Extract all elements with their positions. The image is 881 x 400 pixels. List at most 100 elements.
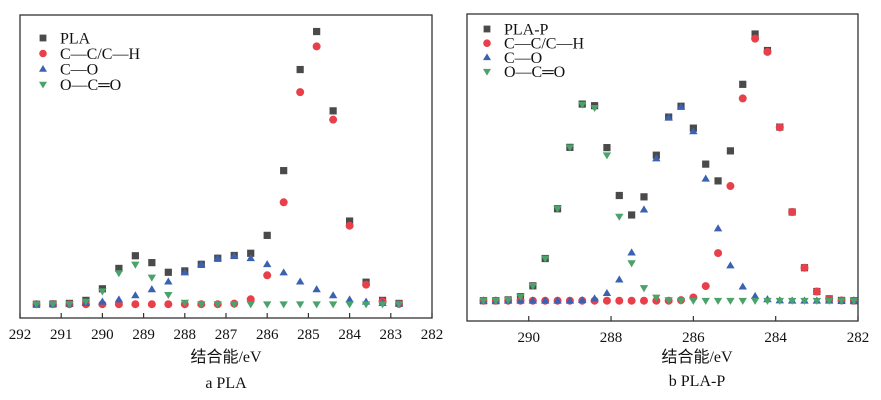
data-point <box>751 30 759 38</box>
data-point <box>553 205 562 213</box>
data-point <box>148 259 156 267</box>
x-tick-label: 285 <box>297 327 320 343</box>
x-tick-label: 286 <box>256 327 279 343</box>
data-point <box>541 296 550 304</box>
data-point <box>702 160 710 168</box>
legend-marker <box>483 39 491 47</box>
data-point <box>602 152 612 160</box>
data-point <box>714 249 723 258</box>
data-point <box>553 296 562 304</box>
data-point <box>378 301 387 309</box>
data-point <box>115 264 123 273</box>
data-point <box>247 249 255 257</box>
data-point <box>98 297 107 305</box>
data-point <box>279 198 288 207</box>
data-point <box>263 301 272 309</box>
data-point <box>812 297 822 305</box>
data-point <box>713 297 723 305</box>
data-point <box>197 260 206 268</box>
data-point <box>763 297 772 305</box>
data-point <box>295 277 305 285</box>
data-point <box>676 297 686 305</box>
panel-caption: b PLA-P <box>669 373 726 390</box>
data-point <box>565 144 575 152</box>
data-point <box>615 213 624 221</box>
data-point <box>65 301 74 309</box>
data-point <box>147 285 157 293</box>
data-point <box>279 301 288 309</box>
x-tick-label: 290 <box>91 327 114 343</box>
data-point <box>849 297 859 305</box>
x-tick-label: 282 <box>421 327 444 343</box>
data-point <box>750 291 760 299</box>
data-point <box>627 260 636 268</box>
data-point <box>164 300 173 309</box>
data-point <box>565 296 575 304</box>
data-point <box>726 297 735 305</box>
data-point <box>627 248 636 256</box>
data-point <box>788 207 797 216</box>
data-point <box>615 275 624 283</box>
series-triangle-down <box>32 261 404 309</box>
legend-marker <box>483 53 491 61</box>
data-point <box>213 301 222 309</box>
data-point <box>263 271 272 280</box>
data-point <box>714 177 722 185</box>
data-point <box>578 101 587 109</box>
legend-marker <box>483 25 491 33</box>
x-tick-label: 287 <box>215 327 238 343</box>
data-point <box>313 27 321 36</box>
data-point <box>328 301 338 309</box>
data-point <box>590 294 599 302</box>
data-point <box>639 285 649 293</box>
data-point <box>763 47 772 56</box>
data-point <box>775 123 784 132</box>
data-point <box>164 277 173 285</box>
data-point <box>701 174 710 182</box>
legend-label: C—O <box>60 62 98 79</box>
data-point <box>230 251 239 259</box>
data-point <box>528 282 538 291</box>
legend-label: PLA-P <box>504 22 549 39</box>
legend-marker <box>39 65 47 72</box>
data-point <box>361 301 371 309</box>
data-point <box>246 295 255 304</box>
data-point <box>312 301 321 309</box>
data-point <box>114 295 124 303</box>
data-point <box>578 295 587 304</box>
data-point <box>48 301 58 309</box>
data-point <box>602 288 612 297</box>
data-point <box>345 295 354 303</box>
panel-caption: a PLA <box>205 375 247 392</box>
data-point <box>603 144 611 152</box>
data-point <box>296 65 304 74</box>
data-point <box>664 297 673 305</box>
legend-marker <box>39 49 47 58</box>
data-point <box>346 217 354 225</box>
data-point <box>726 261 735 269</box>
data-point <box>516 293 525 301</box>
x-tick-label: 288 <box>174 327 197 343</box>
data-point <box>131 291 140 299</box>
x-tick-label: 290 <box>517 330 540 346</box>
data-point <box>328 291 338 299</box>
data-point <box>640 193 648 201</box>
data-point <box>602 296 611 305</box>
legend-label: O—C═O <box>60 77 121 94</box>
data-point <box>164 268 172 276</box>
data-point <box>147 300 156 309</box>
data-point <box>738 282 747 290</box>
legend-marker <box>39 34 47 42</box>
data-point <box>279 268 288 276</box>
data-point <box>32 301 41 309</box>
data-point <box>296 88 305 97</box>
data-point <box>329 107 337 115</box>
data-point <box>713 224 723 232</box>
data-point <box>197 301 206 309</box>
data-point <box>701 297 710 305</box>
x-axis-title: 结合能/eV <box>661 348 733 366</box>
legend-label: PLA <box>60 31 91 48</box>
data-point <box>81 298 91 306</box>
series-triangle-up <box>32 251 404 308</box>
data-point <box>739 80 747 88</box>
